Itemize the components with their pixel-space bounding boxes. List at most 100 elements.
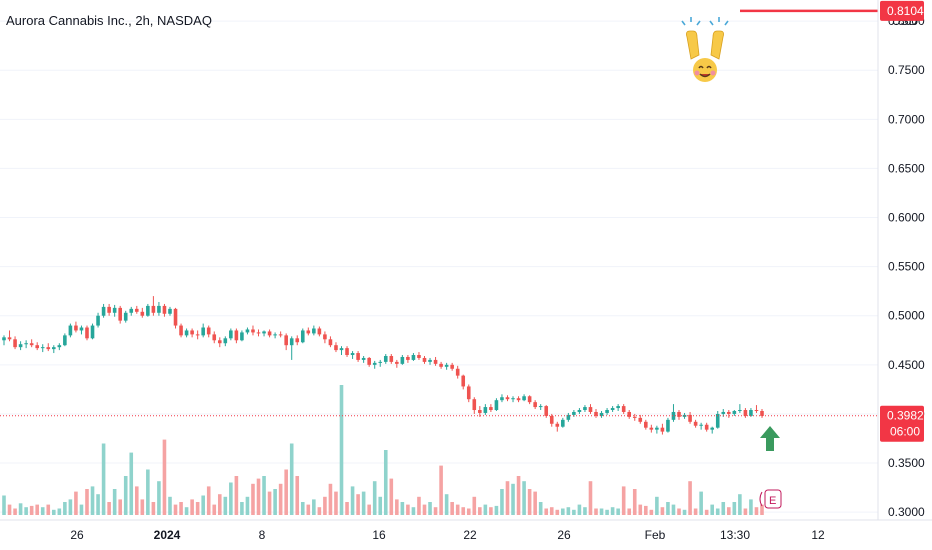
price-tick-label: 0.4500 [888, 358, 925, 372]
volume-bar [328, 483, 333, 515]
volume-bar [229, 482, 233, 515]
candle-body [90, 325, 95, 339]
price-tick-label: 0.5500 [888, 260, 925, 274]
candle-body [334, 345, 338, 351]
volume-bar [660, 507, 665, 515]
volume-bar [123, 476, 128, 515]
volume-bar [184, 507, 189, 515]
volume-bar [273, 489, 277, 515]
candle-body [411, 355, 416, 360]
volume-bar [616, 508, 620, 515]
candle-body [627, 411, 632, 417]
volume-bar [671, 504, 676, 515]
candle-body [693, 421, 698, 426]
candle-body [522, 396, 526, 401]
volume-bar [240, 502, 244, 515]
volume-bar [549, 507, 554, 515]
time-tick-label: 2024 [154, 528, 181, 542]
target-price-label[interactable]: 0.8104 [880, 0, 924, 21]
volume-bar [704, 509, 709, 515]
candle-body [444, 364, 449, 367]
candle-body [173, 308, 178, 326]
volume-bar [29, 505, 34, 515]
volume-bar [146, 469, 150, 515]
volume-bar [644, 505, 648, 515]
volume-bar [63, 502, 67, 515]
volume-bar [527, 489, 532, 515]
candle-body [671, 411, 676, 420]
candle-body [168, 308, 172, 314]
volume-bar [262, 476, 266, 515]
volume-bar [588, 481, 593, 515]
time-tick-label: 22 [463, 528, 477, 542]
volume-bar [738, 494, 742, 515]
volume-bar [289, 443, 294, 515]
candle-body [505, 397, 510, 400]
candle-body [13, 339, 17, 348]
volume-bar [594, 508, 598, 515]
volume-bar [389, 478, 394, 515]
candle-body [455, 368, 460, 376]
volume-bar [688, 481, 692, 515]
volume-bar [234, 476, 239, 515]
candle-body [339, 348, 344, 351]
candle-body [555, 423, 560, 427]
volume-bar [74, 491, 78, 515]
volume-bar [245, 496, 250, 515]
candle-body [367, 357, 371, 365]
up-arrow-icon [760, 426, 780, 451]
volume-bar [505, 481, 510, 515]
candle-body [289, 338, 294, 346]
volume-bar [157, 481, 161, 515]
volume-bar [107, 502, 111, 515]
volume-bar [256, 478, 261, 515]
volume-bar [361, 491, 366, 515]
volume-bar [300, 502, 305, 515]
candle-body [223, 338, 228, 344]
candle-body [533, 402, 537, 408]
price-tick-label: 0.5000 [888, 309, 925, 323]
candle-body [572, 411, 576, 415]
candle-body [577, 410, 582, 412]
candle-body [179, 325, 183, 336]
volume-bar [395, 499, 399, 515]
time-tick-label: 26 [70, 528, 84, 542]
volume-bar [483, 504, 488, 515]
candle-body [688, 414, 692, 422]
volume-bar [118, 499, 122, 515]
candle-body [466, 386, 471, 400]
target-price-text: 0.8104 [887, 4, 924, 18]
volume-bar [577, 504, 582, 515]
earnings-event-marker[interactable]: E [759, 489, 782, 509]
volume-bar [472, 496, 477, 515]
volume-bar [46, 504, 51, 515]
candle-body [251, 329, 255, 333]
time-axis[interactable]: 26 2024 8 16 22 26 Feb 13:30 12 [70, 528, 825, 542]
volume-bar [367, 504, 371, 515]
current-price-label[interactable]: 0.3982 06:00 [880, 405, 924, 442]
candle-body [284, 335, 288, 346]
bar-countdown-text: 06:00 [890, 425, 920, 439]
candle-body [516, 398, 521, 401]
candle-body [677, 411, 681, 417]
candle-body [433, 359, 438, 364]
candle-body [134, 308, 139, 312]
candle-body [245, 329, 250, 333]
candle-body [389, 355, 394, 362]
price-tick-label: 0.6000 [888, 211, 925, 225]
volume-bar [51, 509, 56, 515]
volume-bar [455, 504, 460, 515]
volume-bar [627, 508, 632, 515]
volume-bar [383, 450, 388, 515]
volume-bar [655, 496, 659, 515]
volume-bar [522, 481, 526, 515]
time-tick-label: Feb [645, 528, 666, 542]
volume-bar [583, 507, 587, 515]
volume-bar [422, 504, 427, 515]
candle-body [162, 305, 167, 314]
candle-body [616, 406, 620, 409]
volume-bar [356, 494, 360, 515]
volume-bar [566, 507, 571, 515]
